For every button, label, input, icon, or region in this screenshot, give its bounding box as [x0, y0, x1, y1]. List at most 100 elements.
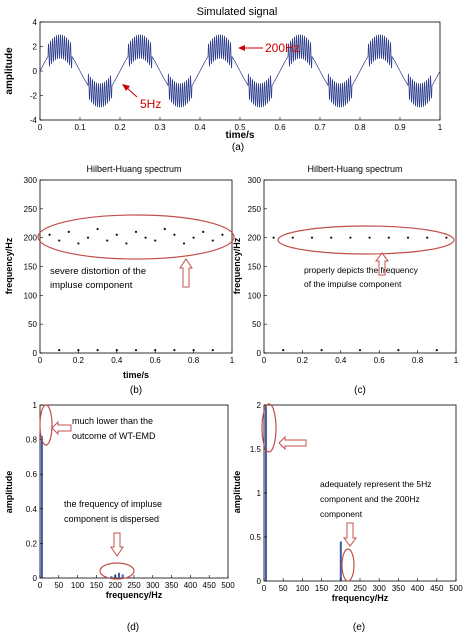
panel-e-label: (e): [353, 622, 365, 633]
x-tick-label: 0.9: [394, 123, 406, 132]
scatter-point: [96, 349, 99, 352]
panel-c: Hilbert-Huang spectrum 0 0.2 0.4 0.6 0.8 1 0 50…: [232, 164, 459, 396]
x-tick-label: 450: [203, 581, 217, 590]
scatter-point: [320, 349, 323, 352]
x-tick-label: 150: [90, 581, 104, 590]
panel-c-label: (c): [354, 385, 366, 396]
annotation-200hz: 200Hz: [265, 41, 300, 55]
panel-e-ylabel: amplitude: [232, 471, 242, 514]
x-tick-label: 1: [454, 356, 459, 365]
x-tick-label: 1: [438, 123, 443, 132]
scatter-point: [154, 239, 157, 242]
x-tick-label: 450: [430, 584, 444, 593]
x-tick-label: 0.8: [354, 123, 366, 132]
y-tick-label: 300: [248, 176, 262, 185]
scatter-point: [435, 349, 438, 352]
x-tick-label: 150: [315, 584, 329, 593]
x-tick-label: 50: [54, 581, 63, 590]
scatter-point: [406, 236, 410, 239]
annotation-e-line1: adequately represent the 5Hz: [320, 479, 432, 489]
x-tick-label: 0.6: [374, 356, 386, 365]
scatter-point: [202, 230, 205, 233]
annotation-c-line2: of the impulse component: [304, 279, 402, 289]
y-tick-label: 200: [24, 234, 38, 243]
scatter-point: [134, 349, 138, 352]
x-tick-label: 300: [373, 584, 387, 593]
annotation-ellipse-d-peak: [39, 404, 53, 446]
y-tick-label: 0.2: [26, 539, 38, 548]
annotation-e-line3: component: [320, 509, 363, 519]
x-tick-label: 100: [296, 584, 310, 593]
y-tick-label: 300: [24, 176, 38, 185]
x-tick-label: 0: [38, 123, 43, 132]
x-tick-label: 0.6: [274, 123, 286, 132]
panel-d-ticks: 0 50 100 150 200 250 300 350 400 450 500 0 0.2 0.4 0.6…: [26, 401, 235, 590]
panel-a: Simulated signal 0 0.1 0.2 0.3 0.4 0.5 0.6 0.7 0…: [4, 6, 443, 153]
x-tick-label: 300: [146, 581, 160, 590]
x-tick-label: 350: [165, 581, 179, 590]
panel-c-ticks: 0 0.2 0.4 0.6 0.8 1 0 50 100 150 200 250 300: [248, 176, 459, 365]
x-tick-label: 0.1: [74, 123, 86, 132]
annotation-e-arrow-left: [278, 435, 307, 451]
y-tick-label: -2: [30, 92, 38, 101]
spectrum-bar: [339, 541, 342, 581]
scatter-point: [182, 242, 186, 245]
scatter-point: [58, 239, 61, 242]
scatter-point: [211, 239, 214, 242]
spectrum-bar: [117, 572, 120, 578]
panel-b-points: [48, 227, 224, 352]
y-tick-label: 0.8: [26, 436, 38, 445]
scatter-point: [48, 233, 51, 236]
panel-e-plot-area: [263, 404, 457, 582]
panel-b-title: Hilbert-Huang spectrum: [86, 164, 181, 174]
x-tick-label: 0.5: [234, 123, 246, 132]
annotation-b-line1: severe distortion of the: [50, 266, 146, 277]
y-tick-label: -4: [30, 116, 38, 125]
scatter-point: [77, 242, 80, 245]
x-tick-label: 0.3: [154, 123, 166, 132]
annotation-e-arrow-down: [343, 522, 357, 547]
annotation-c-arrow: [375, 252, 389, 276]
scatter-point: [125, 242, 128, 245]
annotation-d-arrow-down: [110, 532, 124, 557]
y-tick-label: 1.5: [250, 445, 262, 454]
y-tick-label: 150: [24, 263, 38, 272]
scatter-point: [106, 239, 109, 242]
panel-c-ylabel: frequency/Hz: [232, 237, 242, 294]
annotation-d1-line1: much lower than the: [72, 416, 153, 426]
y-tick-label: 0.5: [250, 533, 262, 542]
panel-e-ticks: 0 50 100 150 200 250 300 350 400 450 500 0 0.5 1 1.5 2: [250, 401, 463, 593]
y-tick-label: 2: [33, 43, 38, 52]
x-tick-label: 250: [353, 584, 367, 593]
scatter-point: [397, 349, 400, 352]
annotation-e-line2: component and the 200Hz: [320, 494, 420, 504]
y-tick-label: 50: [28, 320, 37, 329]
spectrum-bar: [40, 436, 43, 578]
y-tick-label: 1: [257, 489, 262, 498]
x-tick-label: 200: [109, 581, 123, 590]
x-tick-label: 0: [262, 356, 267, 365]
annotation-5hz: 5Hz: [140, 97, 161, 111]
panel-e: 0 50 100 150 200 250 300 350 400 450 50000.511.52 …: [232, 401, 463, 633]
scatter-point: [282, 349, 285, 352]
spectrum-bar: [121, 574, 124, 578]
panel-d-ylabel: amplitude: [4, 471, 14, 514]
panel-e-xlabel: frequency/Hz: [332, 593, 389, 603]
x-tick-label: 200: [334, 584, 348, 593]
x-tick-label: 50: [279, 584, 288, 593]
panel-a-signal-line: [39, 34, 441, 108]
scatter-point: [144, 236, 147, 239]
panel-c-points: [272, 236, 448, 352]
annotation-ellipse-e-200hz: [341, 548, 355, 582]
y-tick-label: 200: [248, 234, 262, 243]
x-tick-label: 0.6: [150, 356, 162, 365]
panel-a-ylabel: amplitude: [4, 47, 15, 95]
y-tick-label: 100: [248, 291, 262, 300]
annotation-d2-line1: the frequency of impluse: [64, 499, 162, 509]
x-tick-label: 0.2: [73, 356, 85, 365]
y-tick-label: 4: [33, 18, 38, 27]
x-tick-label: 500: [449, 584, 463, 593]
scatter-point: [163, 227, 166, 231]
scatter-point: [272, 236, 275, 239]
